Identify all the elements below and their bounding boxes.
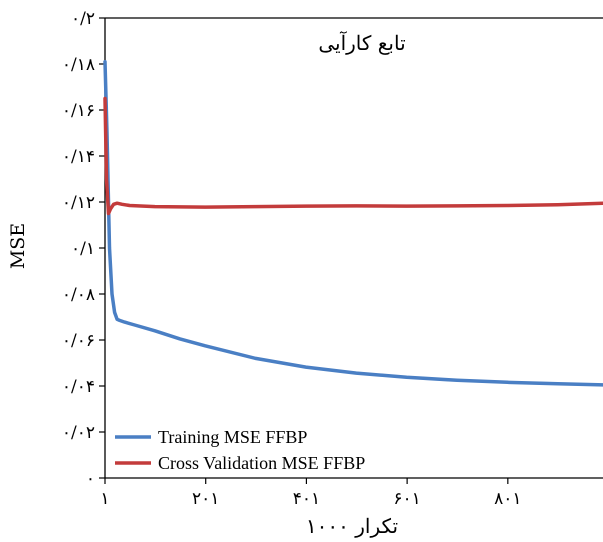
y-tick-label: ۰/۰۸ bbox=[62, 285, 95, 305]
y-tick-label: ۰/۰۶ bbox=[62, 331, 95, 351]
y-tick-label: ۰/۰۴ bbox=[62, 377, 95, 397]
y-tick-label: ۰/۱۴ bbox=[62, 147, 95, 167]
x-tick-label: ۸۰۱ bbox=[494, 489, 521, 509]
legend: Training MSE FFBP Cross Validation MSE F… bbox=[115, 427, 365, 473]
y-tick-label: ۰/۱۶ bbox=[62, 101, 95, 121]
series-layer bbox=[103, 59, 603, 387]
series-line-cross-validation bbox=[103, 96, 603, 216]
x-tick-label: ۴۰۱ bbox=[293, 489, 320, 509]
x-ticks: ۱ ۲۰۱ ۴۰۱ ۶۰۱ ۸۰۱ bbox=[100, 478, 522, 509]
chart-title: تابع کارآیی bbox=[318, 31, 405, 55]
y-tick-label: ۰/۲ bbox=[71, 9, 95, 29]
y-tick-label: ۰ bbox=[86, 469, 95, 489]
x-tick-label: ۱ bbox=[100, 489, 109, 509]
y-tick-label: ۰/۱ bbox=[71, 239, 95, 259]
y-axis-label: MSE bbox=[7, 223, 29, 269]
x-tick-label: ۲۰۱ bbox=[192, 489, 219, 509]
x-tick-label: ۶۰۱ bbox=[393, 489, 420, 509]
legend-label-training: Training MSE FFBP bbox=[158, 427, 307, 447]
y-tick-label: ۰/۱۲ bbox=[62, 193, 95, 213]
series-line-training bbox=[103, 59, 603, 387]
legend-label-validation: Cross Validation MSE FFBP bbox=[158, 453, 365, 473]
x-axis-label: تکرار ۱۰۰۰ bbox=[306, 514, 398, 538]
y-tick-label: ۰/۱۸ bbox=[62, 55, 95, 75]
y-ticks: ۰ ۰/۰۲ ۰/۰۴ ۰/۰۶ ۰/۰۸ ۰/۱ ۰/۱۲ ۰/۱۴ ۰/۱۶ ۰/۱۸ ۰/۲ bbox=[62, 9, 105, 489]
y-tick-label: ۰/۰۲ bbox=[62, 423, 95, 443]
